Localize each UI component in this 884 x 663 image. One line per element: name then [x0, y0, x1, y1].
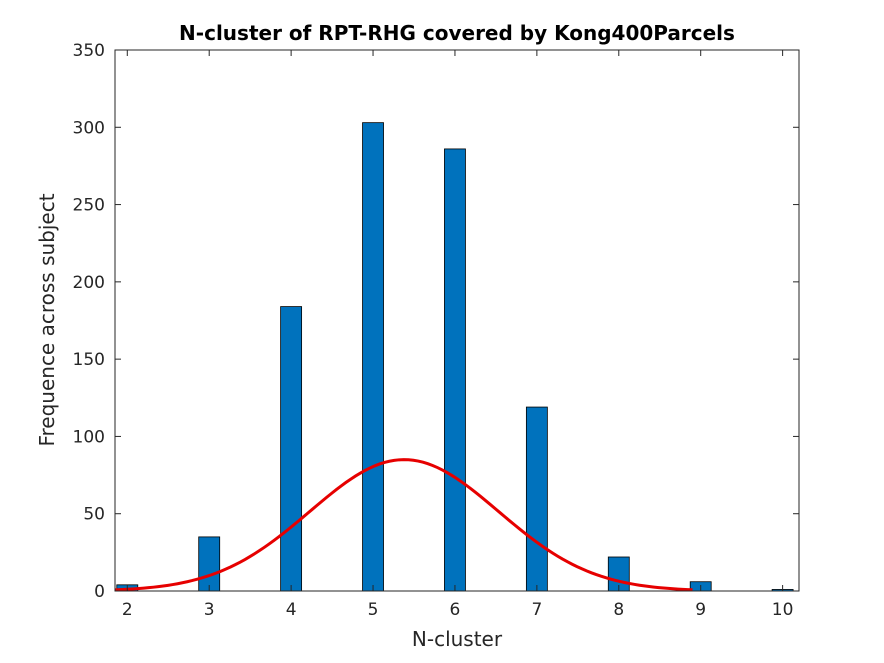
y-tick-label-150: 150	[73, 350, 105, 370]
y-tick-label-300: 300	[73, 118, 105, 138]
y-axis-label: Frequence across subject	[35, 193, 59, 446]
x-tick-label-3: 3	[204, 600, 215, 620]
x-tick-label-2: 2	[122, 600, 133, 620]
x-tick-label-10: 10	[772, 600, 794, 620]
bar-3	[198, 536, 221, 592]
normal-fit-curve	[114, 458, 693, 592]
x-tick-label-5: 5	[368, 600, 379, 620]
x-tick-label-6: 6	[450, 600, 461, 620]
y-tick-label-50: 50	[83, 505, 105, 525]
plot-frame	[114, 49, 800, 592]
x-axis-label: N-cluster	[412, 627, 503, 651]
y-tick-label-100: 100	[73, 427, 105, 447]
bar-6	[444, 148, 466, 592]
x-tick-label-7: 7	[531, 600, 542, 620]
bar-7	[525, 406, 548, 592]
y-tick-label-350: 350	[73, 41, 105, 61]
y-tick-label-0: 0	[94, 582, 105, 602]
chart-title: N-cluster of RPT-RHG covered by Kong400P…	[179, 21, 735, 45]
y-tick-label-250: 250	[73, 196, 105, 216]
x-tick-label-4: 4	[286, 600, 297, 620]
y-tick-label-200: 200	[73, 273, 105, 293]
x-tick-label-8: 8	[613, 600, 624, 620]
bar-5	[362, 122, 384, 592]
x-tick-label-9: 9	[695, 600, 706, 620]
bar-4	[280, 306, 303, 592]
